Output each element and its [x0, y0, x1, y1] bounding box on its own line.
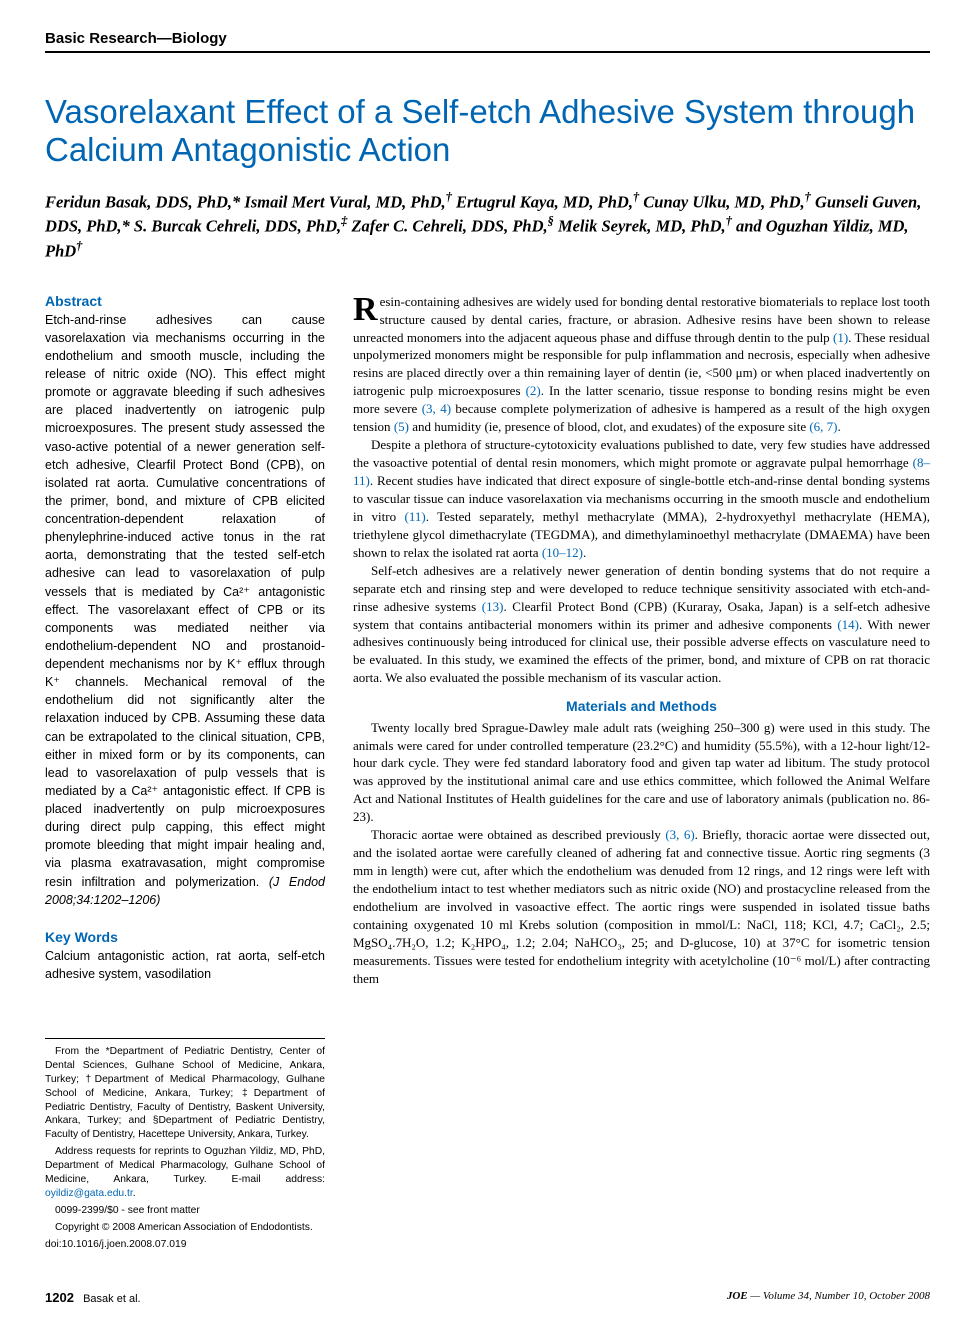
section-header: Basic Research—Biology: [45, 30, 930, 53]
author-list: Feridun Basak, DDS, PhD,* Ismail Mert Vu…: [45, 189, 930, 263]
copyright-line: Copyright © 2008 American Association of…: [45, 1221, 325, 1235]
affiliation-from: From the *Department of Pediatric Dentis…: [45, 1045, 325, 1142]
affiliations-block: From the *Department of Pediatric Dentis…: [45, 1038, 325, 1251]
doi-line: doi:10.1016/j.joen.2008.07.019: [45, 1238, 325, 1252]
page-footer: 1202 Basak et al. JOE — Volume 34, Numbe…: [45, 1290, 930, 1305]
two-column-layout: Abstract Etch-and-rinse adhesives can ca…: [45, 293, 930, 1255]
reprint-pre: Address requests for reprints to Oguzhan…: [45, 1146, 325, 1185]
reprint-post: .: [133, 1188, 136, 1199]
abstract-body: Etch-and-rinse adhesives can cause vasor…: [45, 313, 325, 889]
abstract-heading: Abstract: [45, 293, 325, 309]
materials-methods-heading: Materials and Methods: [353, 697, 930, 716]
abstract-text: Etch-and-rinse adhesives can cause vasor…: [45, 311, 325, 909]
right-column: Resin-containing adhesives are widely us…: [353, 293, 930, 1255]
keywords-block: Key Words Calcium antagonistic action, r…: [45, 929, 325, 983]
footer-left: 1202 Basak et al.: [45, 1290, 141, 1305]
footer-right: JOE — Volume 34, Number 10, October 2008: [727, 1290, 930, 1305]
body-paragraph-4: Twenty locally bred Sprague-Dawley male …: [353, 719, 930, 827]
footer-authors: Basak et al.: [83, 1293, 140, 1305]
reprint-email-link[interactable]: oyildiz@gata.edu.tr: [45, 1188, 133, 1199]
dropcap: R: [353, 293, 380, 325]
p1-text: esin-containing adhesives are widely use…: [353, 294, 930, 435]
keywords-text: Calcium antagonistic action, rat aorta, …: [45, 947, 325, 983]
keywords-heading: Key Words: [45, 929, 325, 945]
left-column: Abstract Etch-and-rinse adhesives can ca…: [45, 293, 325, 1255]
body-paragraph-3: Self-etch adhesives are a relatively new…: [353, 562, 930, 688]
article-title: Vasorelaxant Effect of a Self-etch Adhes…: [45, 93, 930, 169]
body-paragraph-2: Despite a plethora of structure-cytotoxi…: [353, 436, 930, 562]
journal-abbrev: JOE: [727, 1290, 748, 1302]
page-number: 1202: [45, 1290, 74, 1305]
issue-info: — Volume 34, Number 10, October 2008: [748, 1290, 930, 1302]
reprint-address: Address requests for reprints to Oguzhan…: [45, 1145, 325, 1201]
body-paragraph-1: Resin-containing adhesives are widely us…: [353, 293, 930, 437]
body-paragraph-5: Thoracic aortae were obtained as describ…: [353, 826, 930, 987]
issn-line: 0099-2399/$0 - see front matter: [45, 1204, 325, 1218]
